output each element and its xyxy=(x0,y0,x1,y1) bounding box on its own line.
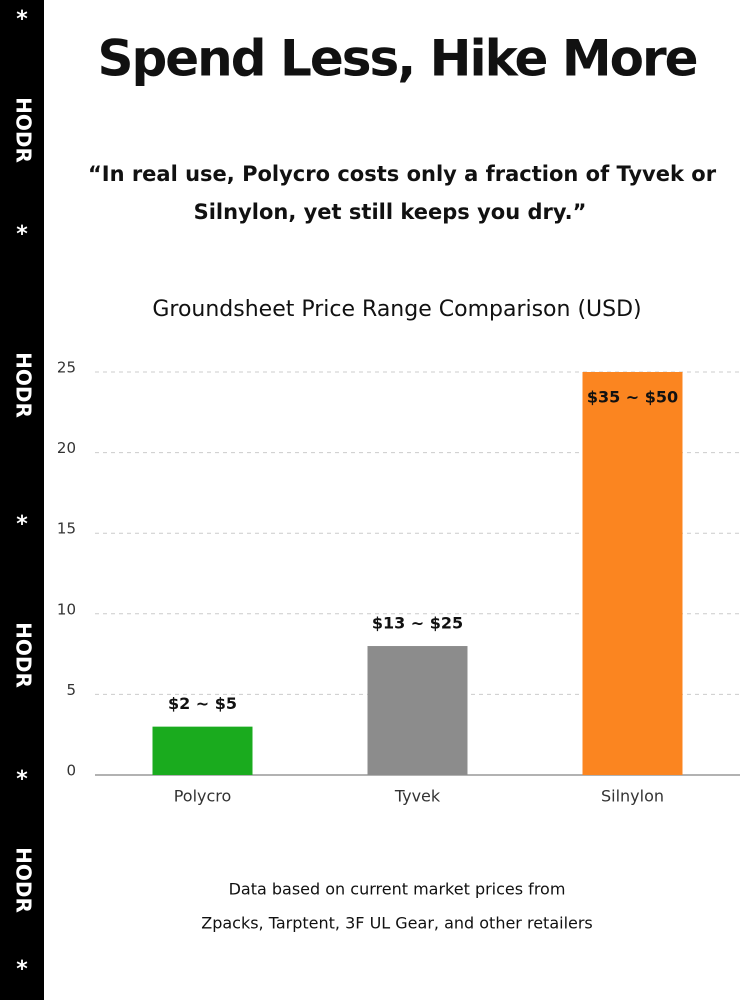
y-tick-label: 15 xyxy=(57,520,76,538)
y-tick-label: 25 xyxy=(57,359,76,377)
bar xyxy=(152,726,253,775)
strip-text: HODR xyxy=(12,847,36,913)
bar-annotation: $35 ~ $50 xyxy=(587,388,678,407)
strip-text: * xyxy=(16,222,28,247)
strip-text: HODR xyxy=(12,622,36,688)
strip-text: * xyxy=(16,957,28,982)
quote-line: “In real use, Polycro costs only a fract… xyxy=(88,162,717,186)
y-tick-label: 10 xyxy=(57,600,76,618)
quote-line: Silnylon, yet still keeps you dry.” xyxy=(194,200,587,224)
strip-text: * xyxy=(16,512,28,537)
footnote: Data based on current market prices from xyxy=(229,880,566,899)
bar-annotation: $13 ~ $25 xyxy=(372,614,463,633)
x-tick-label: Silnylon xyxy=(601,787,664,806)
strip-text: * xyxy=(16,7,28,32)
chart-title: Groundsheet Price Range Comparison (USD) xyxy=(152,297,641,322)
x-tick-label: Tyvek xyxy=(394,787,441,806)
x-tick-label: Polycro xyxy=(174,787,232,806)
footnote: Zpacks, Tarptent, 3F UL Gear, and other … xyxy=(201,914,593,933)
strip-text: HODR xyxy=(12,352,36,418)
bar xyxy=(582,372,683,775)
bar-annotation: $2 ~ $5 xyxy=(168,694,237,713)
strip-text: HODR xyxy=(12,97,36,163)
page-title: Spend Less, Hike More xyxy=(97,30,696,88)
y-tick-label: 5 xyxy=(66,681,76,699)
y-tick-label: 20 xyxy=(57,439,76,457)
strip-text: * xyxy=(16,767,28,792)
bar xyxy=(367,646,468,775)
y-tick-label: 0 xyxy=(66,762,76,780)
side-strip xyxy=(0,0,44,1000)
